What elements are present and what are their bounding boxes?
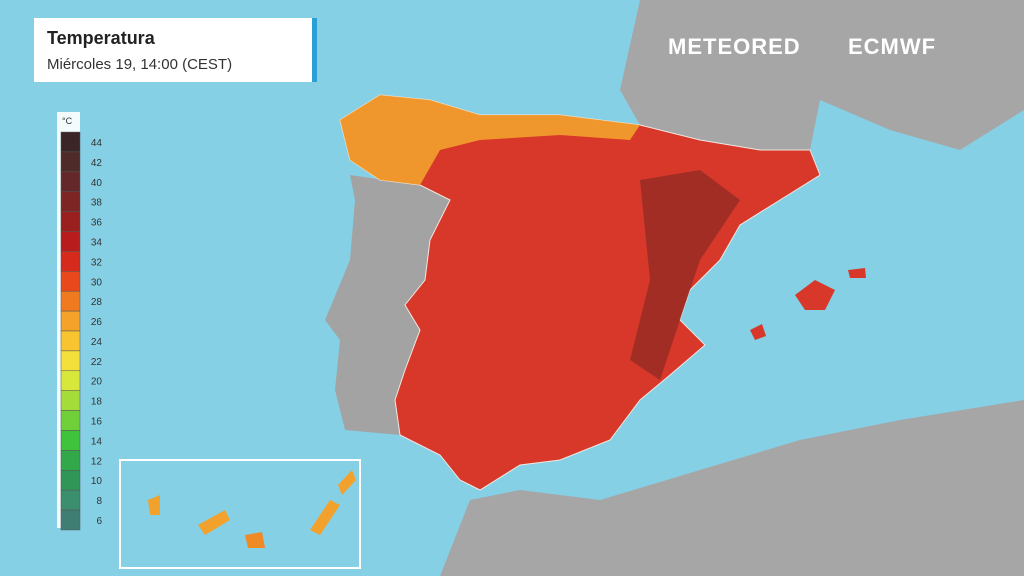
legend-swatch	[60, 290, 81, 312]
legend-swatch	[60, 171, 81, 192]
legend-swatch	[60, 489, 81, 511]
legend-swatch	[60, 410, 81, 431]
legend-tick-label: 32	[91, 257, 103, 268]
legend-swatch	[60, 350, 81, 372]
legend-tick-label: 14	[91, 436, 103, 447]
legend-swatch	[60, 271, 81, 292]
legend-swatch	[60, 430, 81, 451]
legend-unit: °C	[62, 116, 73, 126]
legend-swatch	[60, 191, 81, 212]
canary-islands	[198, 510, 230, 535]
legend-tick-label: 34	[91, 237, 103, 248]
ibiza	[750, 324, 766, 340]
legend-tick-label: 24	[91, 337, 103, 348]
legend-tick-label: 12	[91, 456, 103, 467]
legend-tick-label: 44	[91, 138, 103, 149]
legend-swatch	[60, 151, 81, 173]
legend: 44 42 40 38 36 34 32 30 28 26 24 22 20 18 16 14 12 10 8 6	[60, 131, 103, 531]
legend-tick-label: 22	[91, 357, 103, 368]
legend-swatch	[60, 370, 81, 391]
title: Temperatura	[47, 28, 155, 48]
logo: ECMWF	[848, 34, 937, 59]
legend-tick-label: 6	[96, 516, 102, 527]
legend-swatch	[60, 330, 81, 352]
canary-islands	[148, 495, 160, 515]
logo: METEORED	[668, 34, 801, 59]
canary-islands	[338, 470, 356, 495]
legend-swatch	[60, 390, 81, 411]
legend-tick-label: 42	[91, 158, 103, 169]
africa	[440, 400, 1024, 576]
menorca	[848, 268, 866, 278]
title-box: Temperatura Miércoles 19, 14:00 (CEST)	[34, 18, 317, 82]
france	[620, 0, 1024, 150]
portugal	[325, 175, 450, 435]
canary-islands	[245, 532, 265, 548]
legend-swatch	[60, 211, 81, 232]
legend-swatch	[60, 450, 81, 471]
east-hot	[630, 170, 740, 380]
legend-tick-label: 28	[91, 297, 103, 308]
mallorca	[795, 280, 835, 310]
legend-swatch	[60, 251, 81, 272]
subtitle: Miércoles 19, 14:00 (CEST)	[47, 56, 233, 73]
legend-tick-label: 20	[91, 377, 103, 388]
legend-tick-label: 30	[91, 277, 103, 288]
legend-swatch	[60, 310, 81, 332]
legend-tick-label: 38	[91, 198, 103, 209]
legend-tick-label: 26	[91, 317, 103, 328]
legend-tick-label: 16	[91, 417, 103, 428]
legend-tick-label: 8	[96, 496, 102, 507]
legend-tick-label: 10	[91, 476, 103, 487]
legend-tick-label: 40	[91, 178, 103, 189]
legend-swatch	[60, 131, 81, 153]
legend-tick-label: 18	[91, 397, 103, 408]
legend-swatch	[60, 470, 81, 491]
legend-swatch	[60, 231, 81, 252]
north-coast-warm	[340, 95, 640, 185]
legend-swatch	[60, 509, 81, 531]
canary-islands	[310, 500, 340, 535]
legend-tick-label: 36	[91, 218, 103, 229]
canary-inset	[119, 459, 361, 569]
